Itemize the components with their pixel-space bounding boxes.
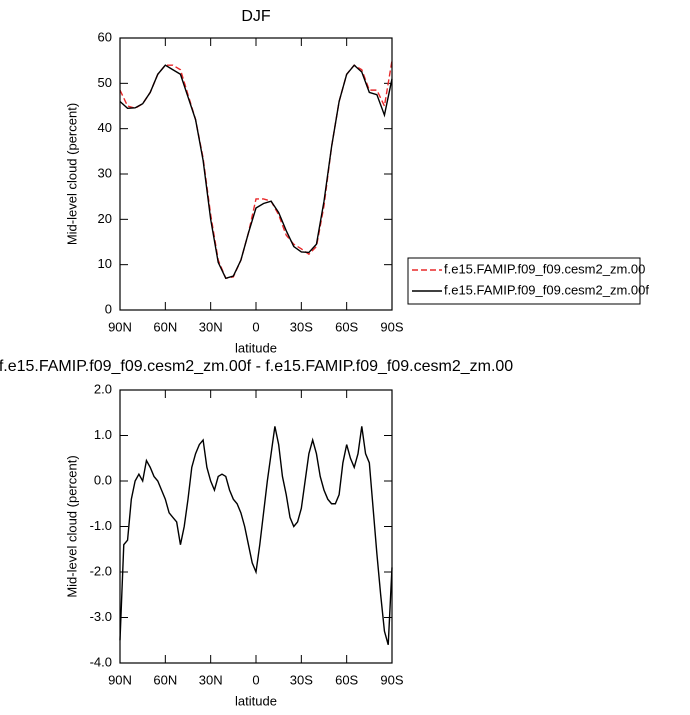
y-tick-label: 0.0 — [94, 472, 112, 487]
y-tick-label: 40 — [98, 120, 112, 135]
x-tick-label: 30N — [199, 672, 223, 687]
plot-frame — [119, 389, 393, 664]
y-tick-label: 30 — [98, 165, 112, 180]
y-tick-label: 0 — [105, 301, 112, 316]
x-tick-label: 0 — [252, 319, 259, 334]
legend-box — [407, 257, 641, 305]
series-line — [119, 64, 393, 280]
x-tick-label: 90N — [108, 319, 132, 334]
y-tick-label: 2.0 — [94, 381, 112, 396]
y-tick-label: -1.0 — [90, 518, 112, 533]
y-tick-label: 20 — [98, 211, 112, 226]
y-tick-label: -4.0 — [90, 654, 112, 669]
x-tick-label: 90N — [108, 672, 132, 687]
x-axis-label: latitude — [235, 693, 277, 708]
x-tick-label: 60N — [153, 672, 177, 687]
y-tick-label: -3.0 — [90, 609, 112, 624]
y-tick-label: -2.0 — [90, 563, 112, 578]
y-axis-label: Mid-level cloud (percent) — [64, 103, 79, 245]
x-tick-label: 30S — [290, 319, 313, 334]
x-tick-label: 90S — [380, 672, 403, 687]
series-line — [119, 60, 393, 280]
x-tick-label: 0 — [252, 672, 259, 687]
x-axis-label: latitude — [235, 340, 277, 355]
y-tick-label: 10 — [98, 256, 112, 271]
chart-title: f.e15.FAMIP.f09_f09.cesm2_zm.00f - f.e15… — [0, 358, 513, 375]
legend-label: f.e15.FAMIP.f09_f09.cesm2_zm.00 — [444, 261, 645, 276]
x-tick-label: 60S — [335, 672, 358, 687]
y-tick-label: 60 — [98, 29, 112, 44]
chart-title: DJF — [241, 8, 271, 25]
x-tick-label: 30S — [290, 672, 313, 687]
y-tick-label: 50 — [98, 75, 112, 90]
legend-label: f.e15.FAMIP.f09_f09.cesm2_zm.00f — [444, 282, 649, 297]
x-tick-label: 60S — [335, 319, 358, 334]
y-axis-label: Mid-level cloud (percent) — [64, 455, 79, 597]
x-tick-label: 90S — [380, 319, 403, 334]
x-tick-label: 30N — [199, 319, 223, 334]
plot-frame — [119, 37, 393, 311]
x-tick-label: 60N — [153, 319, 177, 334]
y-tick-label: 1.0 — [94, 427, 112, 442]
series-line — [119, 426, 393, 645]
